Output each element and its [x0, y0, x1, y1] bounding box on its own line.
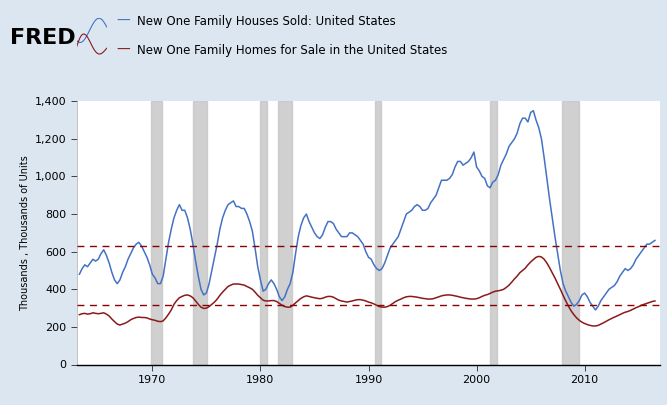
Bar [562, 101, 579, 364]
Bar [277, 101, 291, 364]
Bar [193, 101, 207, 364]
Text: —: — [117, 14, 131, 28]
Bar [490, 101, 497, 364]
Text: New One Family Homes for Sale in the United States: New One Family Homes for Sale in the Uni… [137, 44, 447, 57]
Text: —: — [117, 43, 131, 57]
Bar [151, 101, 162, 364]
Text: FRED: FRED [10, 28, 75, 48]
Bar [375, 101, 382, 364]
Bar [260, 101, 267, 364]
Y-axis label: Thousands , Thousands of Units: Thousands , Thousands of Units [21, 155, 31, 311]
Text: New One Family Houses Sold: United States: New One Family Houses Sold: United State… [137, 15, 396, 28]
